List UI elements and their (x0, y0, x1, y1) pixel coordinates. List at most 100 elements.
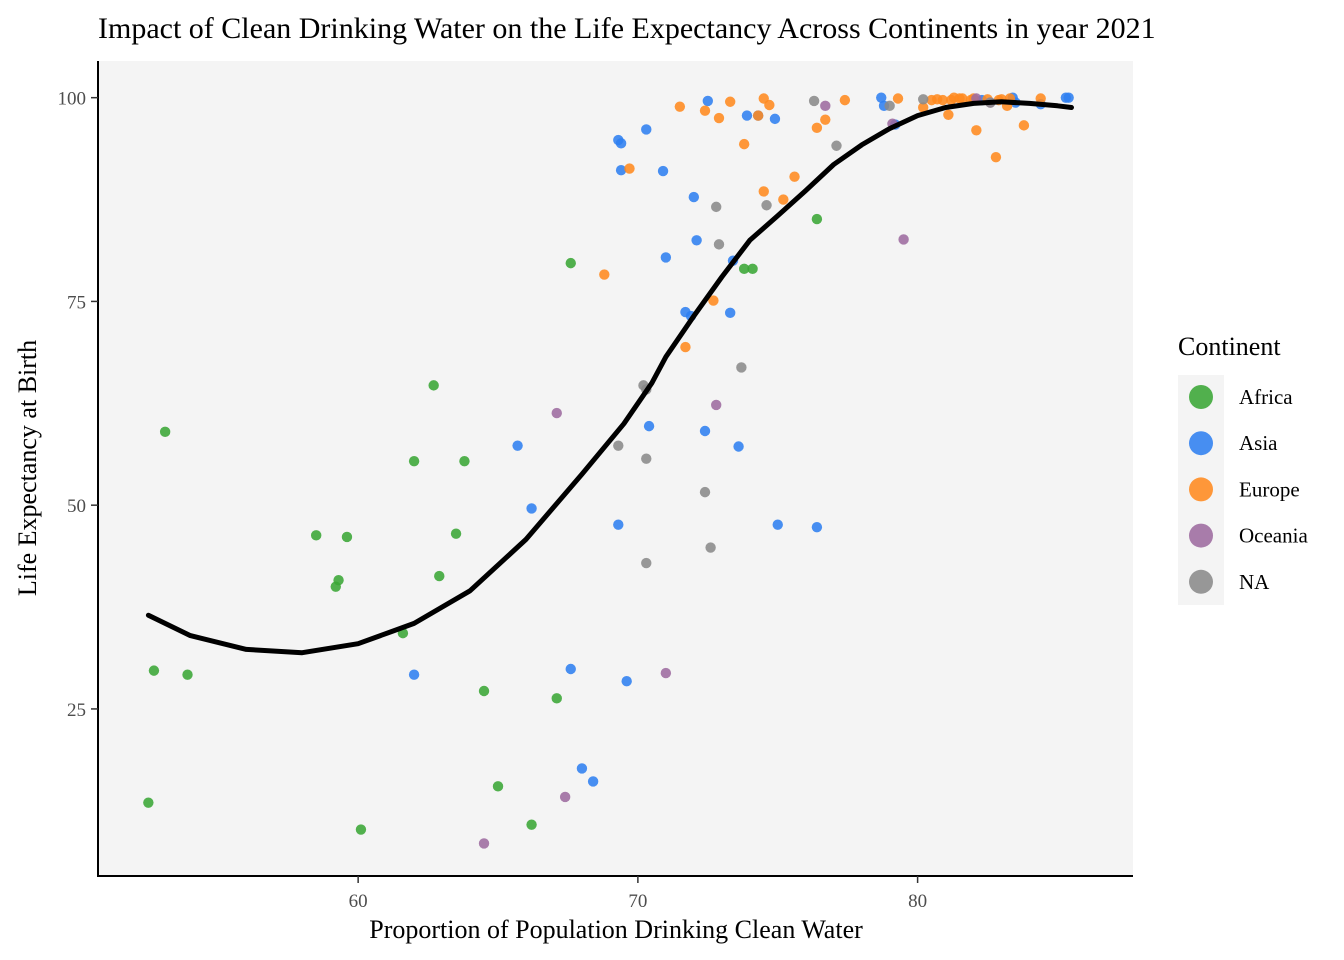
x-axis-label: Proportion of Population Drinking Clean … (369, 915, 863, 944)
point-asia (660, 252, 672, 263)
point-asia (408, 669, 420, 680)
y-tick-label: 50 (67, 496, 86, 517)
y-tick-label: 75 (67, 292, 86, 313)
point-africa (450, 528, 462, 539)
point-europe (624, 163, 635, 174)
point-asia (613, 519, 624, 530)
point-europe (599, 269, 610, 280)
chart-title: Impact of Clean Drinking Water on the Li… (98, 12, 1156, 45)
legend-key-na (1189, 569, 1213, 594)
point-africa (428, 380, 439, 391)
legend-key-asia (1189, 431, 1213, 456)
point-africa (408, 455, 420, 467)
point-asia (688, 191, 700, 203)
point-africa (434, 570, 445, 582)
point-na (705, 542, 716, 553)
legend-label-asia: Asia (1239, 431, 1278, 455)
point-oceania (660, 667, 672, 679)
x-tick-label: 70 (628, 891, 647, 912)
point-asia (643, 420, 655, 432)
point-europe (758, 186, 769, 197)
point-asia (876, 92, 887, 103)
point-asia (576, 763, 588, 774)
point-africa (565, 257, 576, 269)
point-africa (182, 669, 193, 680)
point-europe (820, 114, 831, 125)
point-na (641, 557, 652, 569)
x-axis-ticks: 60 70 80 (349, 876, 927, 912)
point-oceania (820, 100, 831, 112)
point-europe (892, 93, 904, 104)
point-europe (957, 93, 968, 104)
point-oceania (478, 838, 490, 849)
point-africa (747, 263, 758, 275)
point-na (613, 440, 624, 451)
point-asia (641, 124, 652, 135)
point-asia (621, 676, 632, 687)
point-europe (680, 341, 691, 353)
point-na (808, 95, 820, 107)
point-asia (733, 441, 744, 452)
y-axis-ticks: 25 50 75 100 (58, 89, 98, 721)
point-europe (789, 171, 800, 182)
point-europe (1018, 120, 1030, 131)
y-axis-label: Life Expectancy at Birth (13, 340, 42, 596)
point-africa (492, 781, 504, 792)
trend-line (145, 99, 1074, 656)
point-na (884, 100, 895, 112)
point-asia (772, 519, 783, 530)
point-na (699, 486, 711, 498)
y-tick-label: 25 (67, 700, 86, 721)
point-africa (159, 426, 171, 438)
legend: Continent Africa Asia Europe Oceania NA (1178, 332, 1308, 605)
point-europe (713, 112, 725, 124)
point-na (711, 201, 722, 213)
point-asia (657, 165, 669, 177)
point-asia (1063, 92, 1074, 103)
legend-title: Continent (1178, 332, 1281, 361)
legend-label-na: NA (1239, 570, 1270, 594)
legend-key-europe (1189, 477, 1213, 502)
point-africa (143, 797, 154, 808)
point-africa (341, 531, 353, 543)
point-africa (478, 685, 490, 697)
point-asia (615, 138, 627, 149)
point-europe (708, 295, 719, 306)
point-na (918, 94, 929, 105)
legend-label-oceania: Oceania (1239, 524, 1308, 548)
plot-background (98, 61, 1133, 876)
point-europe (971, 125, 982, 136)
point-asia (691, 235, 702, 246)
point-asia (769, 113, 781, 125)
y-tick-label: 100 (58, 89, 87, 110)
point-africa (526, 819, 537, 830)
point-asia (724, 307, 736, 319)
legend-label-africa: Africa (1239, 385, 1293, 409)
point-oceania (559, 791, 571, 803)
point-africa (310, 530, 322, 541)
point-oceania (551, 407, 562, 419)
point-africa (551, 693, 562, 704)
point-africa (333, 574, 344, 586)
point-europe (738, 138, 750, 150)
point-europe (943, 109, 954, 120)
point-europe (764, 99, 775, 111)
point-asia (526, 503, 537, 514)
x-tick-label: 60 (349, 891, 368, 912)
legend-items: Africa Asia Europe Oceania NA (1189, 385, 1308, 594)
point-na (831, 140, 842, 151)
point-europe (699, 105, 711, 116)
point-asia (699, 425, 711, 437)
legend-label-europe: Europe (1239, 477, 1300, 501)
point-asia (741, 110, 753, 121)
point-na (736, 362, 747, 373)
point-na (713, 239, 725, 250)
point-europe (811, 122, 823, 134)
point-africa (355, 824, 367, 835)
point-asia (512, 440, 523, 451)
point-africa (148, 665, 160, 676)
point-europe (839, 94, 851, 106)
point-europe (778, 194, 789, 205)
point-asia (587, 776, 599, 787)
